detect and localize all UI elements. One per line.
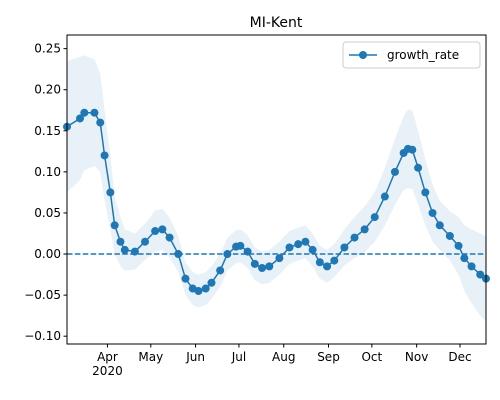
marker bbox=[445, 231, 454, 240]
y-tick-label: −0.05 bbox=[24, 288, 61, 302]
x-tick-label: May bbox=[138, 350, 163, 364]
marker bbox=[207, 278, 216, 287]
marker bbox=[340, 243, 349, 252]
marker bbox=[360, 225, 369, 234]
marker bbox=[370, 213, 379, 222]
marker bbox=[258, 264, 267, 273]
legend-label: growth_rate bbox=[387, 48, 459, 62]
marker bbox=[141, 237, 150, 246]
marker bbox=[151, 227, 160, 236]
y-tick-label: −0.10 bbox=[24, 329, 61, 343]
marker bbox=[265, 262, 274, 271]
marker bbox=[301, 237, 310, 246]
marker bbox=[467, 262, 476, 271]
marker bbox=[275, 254, 284, 263]
plot-frame bbox=[66, 34, 487, 345]
x-tick-label: Apr 2020 bbox=[92, 350, 123, 378]
y-tick-label: 0.20 bbox=[34, 83, 61, 97]
marker bbox=[80, 108, 89, 117]
chart-title: MI-Kent bbox=[250, 15, 303, 31]
marker bbox=[236, 241, 245, 250]
marker bbox=[460, 254, 469, 263]
marker bbox=[201, 284, 210, 293]
marker bbox=[428, 208, 437, 217]
marker bbox=[435, 221, 444, 230]
marker bbox=[116, 237, 125, 246]
marker bbox=[308, 245, 317, 254]
y-tick-label: 0.10 bbox=[34, 165, 61, 179]
marker bbox=[120, 245, 129, 254]
confidence-band bbox=[67, 55, 486, 322]
marker bbox=[96, 118, 105, 127]
marker bbox=[223, 250, 232, 259]
x-tick-label: Nov bbox=[405, 350, 428, 364]
marker bbox=[106, 188, 115, 197]
marker bbox=[294, 240, 303, 249]
marker bbox=[380, 192, 389, 201]
marker bbox=[390, 167, 399, 176]
marker bbox=[76, 114, 85, 123]
marker bbox=[421, 188, 430, 197]
marker bbox=[330, 256, 339, 265]
marker bbox=[130, 247, 139, 256]
marker bbox=[454, 241, 463, 250]
marker bbox=[476, 270, 485, 279]
legend-marker bbox=[359, 51, 367, 59]
legend-box bbox=[342, 41, 481, 69]
y-tick-label: 0.05 bbox=[34, 206, 61, 220]
marker bbox=[110, 221, 119, 230]
x-tick-label: Oct bbox=[361, 350, 382, 364]
marker bbox=[165, 233, 174, 242]
marker bbox=[100, 151, 109, 160]
marker bbox=[408, 145, 417, 154]
marker bbox=[250, 259, 259, 268]
y-tick-label: 0.00 bbox=[34, 247, 61, 261]
marker bbox=[174, 250, 183, 259]
x-tick-label: Dec bbox=[448, 350, 471, 364]
marker bbox=[158, 225, 167, 234]
marker bbox=[315, 258, 324, 267]
x-tick-label: Jul bbox=[231, 350, 246, 364]
x-tick-label: Aug bbox=[272, 350, 295, 364]
y-tick-label: 0.25 bbox=[34, 42, 61, 56]
marker bbox=[181, 274, 190, 283]
y-tick-label: 0.15 bbox=[34, 124, 61, 138]
marker bbox=[323, 262, 332, 271]
marker bbox=[243, 247, 252, 256]
x-tick-label: Sep bbox=[317, 350, 340, 364]
marker bbox=[90, 108, 99, 117]
marker bbox=[285, 243, 294, 252]
marker bbox=[194, 287, 203, 296]
marker bbox=[216, 266, 225, 275]
marker bbox=[350, 233, 359, 242]
marker bbox=[414, 163, 423, 172]
x-tick-label: Jun bbox=[185, 350, 205, 364]
